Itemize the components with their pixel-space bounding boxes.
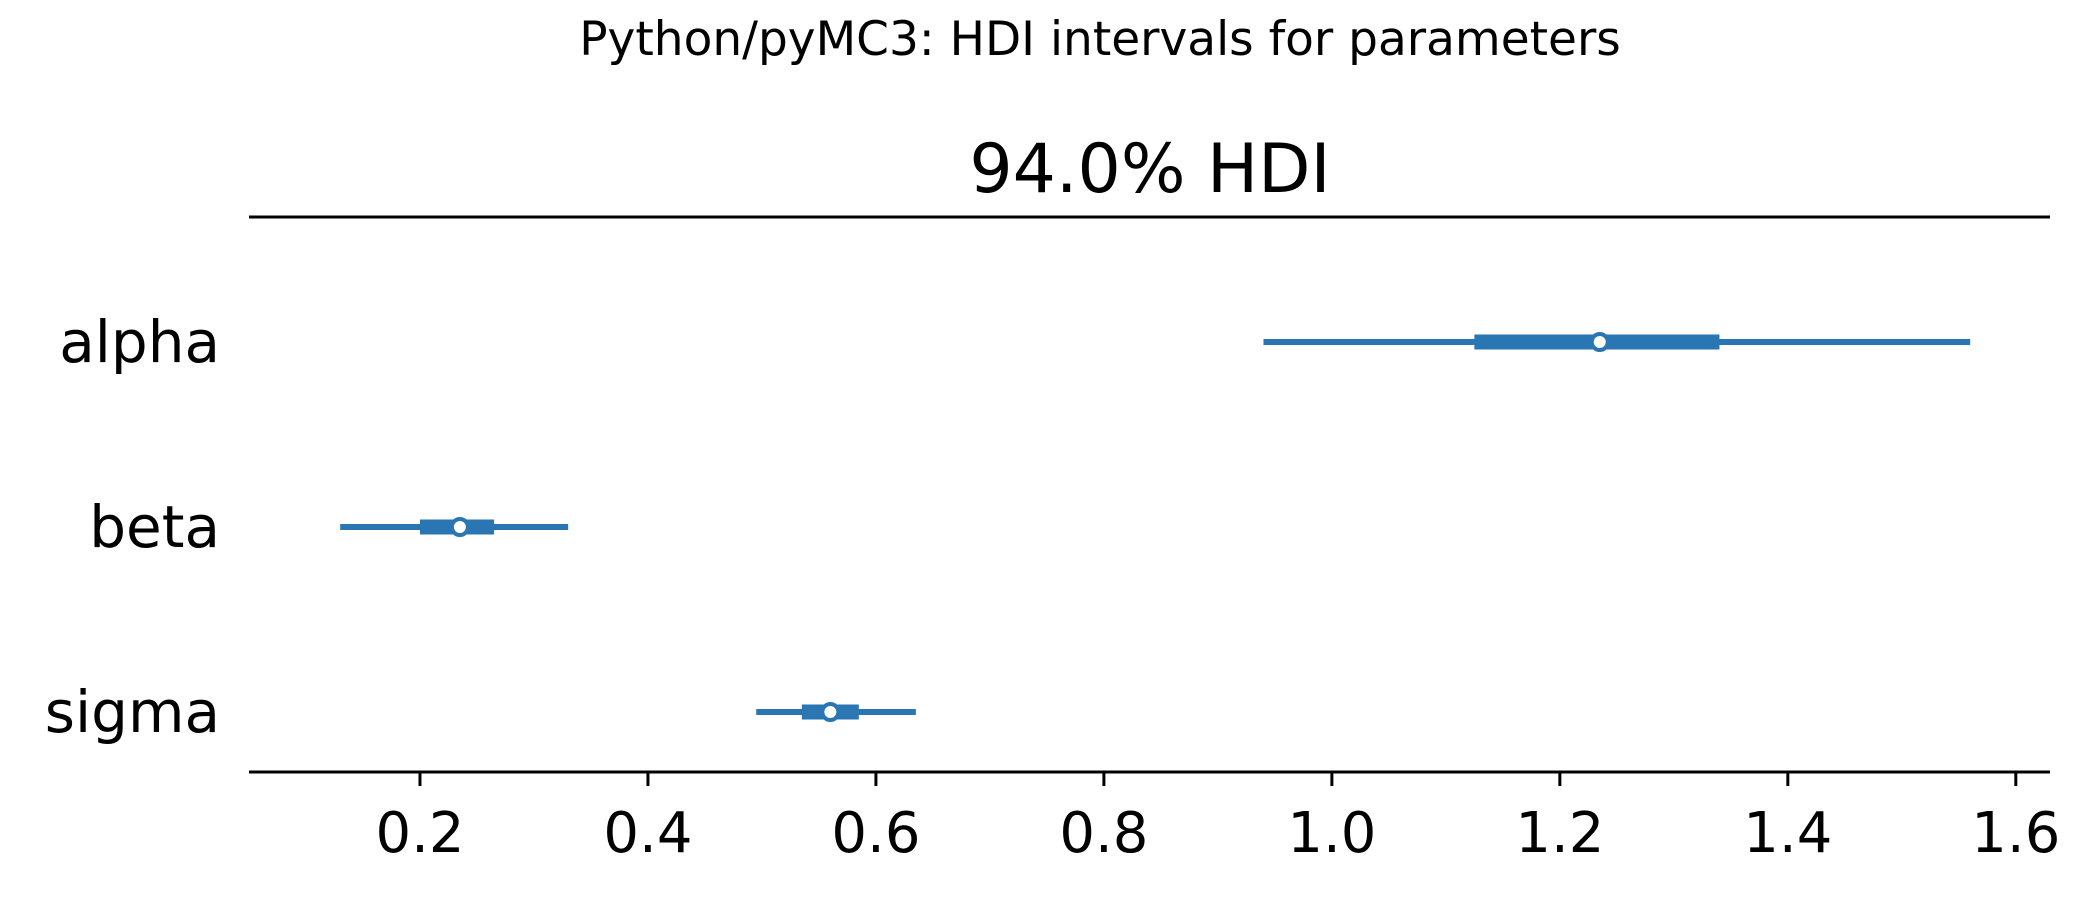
x-tick-label: 0.6 (831, 801, 920, 866)
point-estimate-alpha (1589, 332, 1610, 352)
x-tick-label: 0.2 (375, 801, 464, 866)
x-axis-ticks: 0.2 0.4 0.6 0.8 1.0 1.2 1.4 1.6 (375, 772, 2060, 866)
point-estimate-sigma (820, 702, 841, 722)
interval-marks: alpha beta sigma (45, 308, 1971, 746)
x-tick-label: 1.6 (1971, 801, 2060, 866)
parameter-label-sigma: sigma (45, 678, 220, 746)
x-tick-label: 1.2 (1515, 801, 1604, 866)
chart-suptitle: Python/pyMC3: HDI intervals for paramete… (579, 12, 1621, 67)
x-tick-label: 0.4 (603, 801, 692, 866)
chart-title: 94.0% HDI (969, 130, 1330, 209)
x-tick-label: 1.4 (1743, 801, 1832, 866)
parameter-label-beta: beta (89, 493, 220, 561)
x-tick-label: 0.8 (1059, 801, 1148, 866)
x-tick-label: 1.0 (1287, 801, 1376, 866)
parameter-label-alpha: alpha (59, 308, 220, 376)
point-estimate-beta (449, 517, 470, 537)
